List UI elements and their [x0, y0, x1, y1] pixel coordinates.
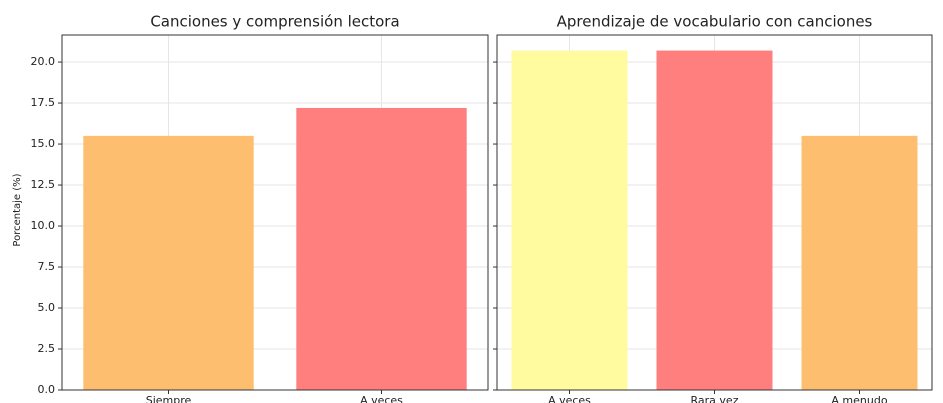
axes-frame [496, 34, 933, 391]
y-tick-label: 0.0 [38, 383, 56, 396]
axes-frame [61, 34, 489, 391]
y-tick-label: 5.0 [38, 301, 56, 314]
chart-title: Aprendizaje de vocabulario con canciones [557, 13, 873, 31]
y-tick-label: 15.0 [31, 137, 56, 150]
y-tick-label: 17.5 [31, 96, 56, 109]
bar [511, 50, 628, 391]
x-tick-label: A menudo [831, 394, 887, 403]
y-tick-label: 10.0 [31, 219, 56, 232]
x-tick-label: A veces [548, 394, 591, 403]
chart-title: Canciones y comprensión lectora [150, 13, 399, 31]
bar [801, 135, 918, 390]
y-tick-label: 2.5 [38, 342, 56, 355]
x-tick-label: A veces [360, 394, 403, 403]
x-tick-label: Rara vez [691, 394, 739, 403]
y-tick-label: 12.5 [31, 178, 56, 191]
y-tick-label: 7.5 [38, 260, 56, 273]
y-tick-label: 20.0 [31, 55, 56, 68]
bar [83, 135, 254, 390]
y-axis-label: Porcentaje (%) [12, 173, 23, 246]
x-tick-label: Siempre [146, 394, 192, 403]
bar [656, 50, 773, 391]
bar [296, 107, 467, 391]
